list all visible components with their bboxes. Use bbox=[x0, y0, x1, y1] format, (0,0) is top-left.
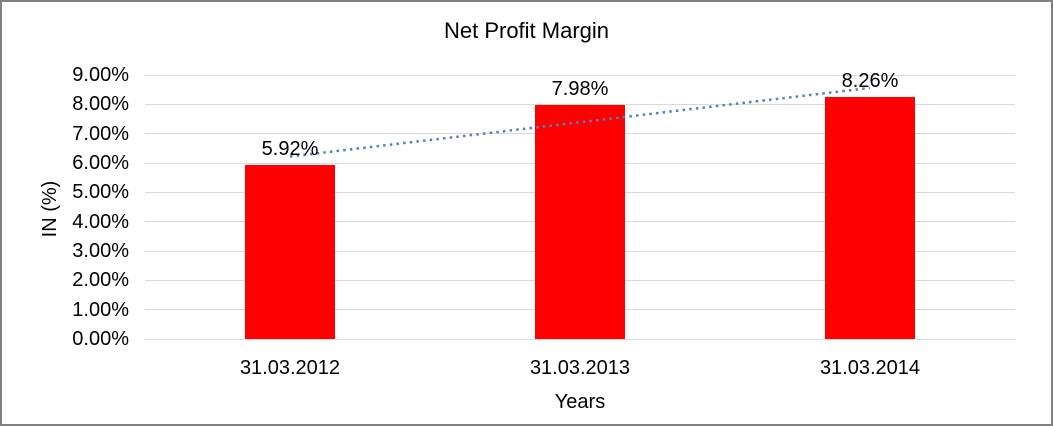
y-tick-label: 0.00% bbox=[72, 328, 129, 350]
x-axis-title: Years bbox=[554, 391, 606, 413]
y-tick-label: 8.00% bbox=[72, 93, 129, 116]
bars bbox=[145, 75, 1015, 339]
y-tick-label: 7.00% bbox=[72, 122, 129, 145]
y-tick-label: 1.00% bbox=[72, 298, 129, 321]
bar-data-label: 7.98% bbox=[551, 77, 609, 100]
bar bbox=[535, 104, 625, 339]
y-tick-label: 3.00% bbox=[72, 240, 129, 262]
y-tick-label: 4.00% bbox=[72, 210, 129, 233]
bar-data-label: 8.26% bbox=[841, 69, 899, 92]
plot-area: 5.92% 7.98% 8.26% bbox=[145, 70, 1015, 340]
data-labels: 5.92% 7.98% 8.26% bbox=[145, 70, 1015, 339]
y-axis-title: IN (%) bbox=[39, 180, 61, 238]
chart-title: Net Profit Margin bbox=[443, 18, 610, 43]
x-tick-label: 31.03.2012 bbox=[239, 357, 341, 379]
x-tick-label: 31.03.2014 bbox=[819, 357, 921, 379]
bar bbox=[825, 96, 915, 339]
bar bbox=[245, 165, 335, 339]
gridline bbox=[145, 103, 1015, 105]
y-tick-label: 6.00% bbox=[72, 152, 129, 174]
gridline bbox=[145, 338, 1015, 340]
x-tick-label: 31.03.2013 bbox=[529, 357, 631, 379]
bar-data-label: 5.92% bbox=[261, 138, 319, 161]
y-tick-label: 9.00% bbox=[72, 64, 129, 86]
gridline bbox=[145, 74, 1015, 76]
y-tick-label: 2.00% bbox=[72, 269, 129, 292]
y-tick-label: 5.00% bbox=[72, 181, 129, 204]
